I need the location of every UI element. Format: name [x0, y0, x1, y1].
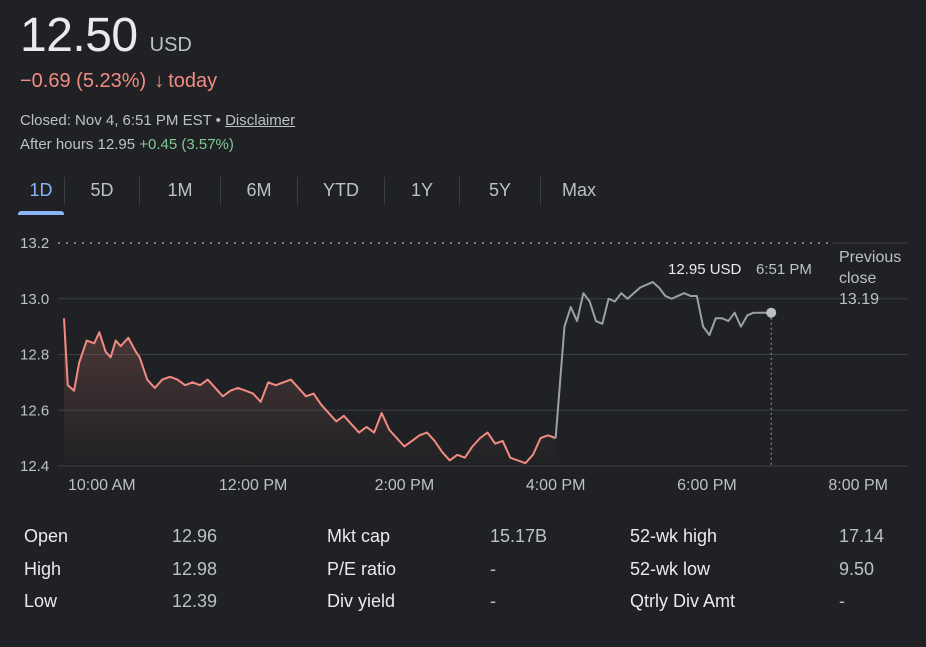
- regular-session-area: [64, 318, 556, 466]
- change-value: −0.69 (5.23%): [20, 70, 147, 92]
- stat-value: -: [839, 591, 845, 611]
- tab-ytd[interactable]: YTD: [323, 180, 359, 200]
- x-tick-label: 10:00 AM: [68, 477, 136, 494]
- current-price: 12.50: [20, 9, 138, 62]
- regular-session-line: [63, 318, 556, 465]
- stat-value: -: [490, 591, 496, 611]
- stat-label: Low: [24, 591, 58, 611]
- time-range-tabs: 1D 5D 1M 6M YTD 1Y 5Y Max: [18, 176, 617, 215]
- stat-label: Open: [24, 526, 69, 546]
- stat-value: 12.98: [172, 559, 218, 579]
- y-tick-label: 12.6: [20, 402, 49, 419]
- x-tick-label: 4:00 PM: [526, 477, 586, 494]
- tab-5d[interactable]: 5D: [90, 180, 114, 200]
- disclaimer-link[interactable]: Disclaimer: [225, 112, 296, 129]
- tab-divider: [64, 176, 65, 205]
- tab-1d[interactable]: 1D: [18, 176, 64, 215]
- arrow-down-icon: ↓: [154, 70, 165, 92]
- stat-value: 12.39: [172, 591, 218, 611]
- stat-label: 52-wk low: [630, 559, 711, 579]
- after-hours-price: After hours 12.95: [20, 136, 136, 153]
- closed-text: Closed: Nov 4, 6:51 PM EST: [20, 112, 212, 129]
- x-tick-label: 8:00 PM: [828, 477, 888, 494]
- stat-label: P/E ratio: [327, 559, 397, 579]
- price-chart[interactable]: 13.2 13.0 12.8 12.6 12.4 10:00 AM 12:00 PM 2:00…: [0, 225, 926, 500]
- previous-close-label: Previous close: [839, 249, 901, 287]
- tab-1m[interactable]: 1M: [167, 180, 193, 200]
- x-tick-label: 12:00 PM: [219, 477, 287, 494]
- tab-divider: [297, 176, 298, 205]
- stat-label: 52-wk high: [630, 526, 718, 546]
- hover-point: [766, 307, 777, 318]
- separator-dot: •: [215, 112, 221, 129]
- after-hours-line: [554, 281, 772, 439]
- stat-value: 15.17B: [490, 526, 548, 546]
- stat-value: 12.96: [172, 526, 218, 546]
- after-hours: After hours 12.95 +0.45 (3.57%): [20, 136, 234, 153]
- tab-divider: [220, 176, 221, 205]
- price-header: 12.50 USD: [20, 8, 192, 63]
- stat-label: High: [24, 559, 62, 579]
- tab-max[interactable]: Max: [561, 180, 596, 200]
- previous-close-value: 13.19: [839, 291, 879, 308]
- y-tick-label: 12.8: [20, 347, 49, 364]
- tab-divider: [459, 176, 460, 205]
- y-tick-label: 13.2: [20, 235, 49, 252]
- tab-divider: [540, 176, 541, 205]
- tab-divider: [384, 176, 385, 205]
- tooltip-time: 6:51 PM: [756, 261, 812, 278]
- currency-label: USD: [149, 34, 192, 56]
- stat-value: 17.14: [839, 526, 885, 546]
- tab-divider: [139, 176, 140, 205]
- tooltip-price: 12.95 USD: [668, 261, 742, 278]
- stat-value: 9.50: [839, 559, 875, 579]
- tab-6m[interactable]: 6M: [246, 180, 272, 200]
- after-hours-change: +0.45 (3.57%): [139, 136, 234, 153]
- tab-5y[interactable]: 5Y: [488, 180, 512, 200]
- change-period: today: [168, 70, 218, 92]
- y-tick-label: 13.0: [20, 291, 49, 308]
- tooltip-box: [656, 254, 826, 284]
- x-tick-label: 2:00 PM: [375, 477, 435, 494]
- stat-label: Qtrly Div Amt: [630, 591, 736, 611]
- y-tick-label: 12.4: [20, 458, 49, 475]
- price-change: −0.69 (5.23%) ↓ today: [20, 70, 217, 93]
- stat-label: Div yield: [327, 591, 396, 611]
- x-tick-label: 6:00 PM: [677, 477, 737, 494]
- stat-label: Mkt cap: [327, 526, 391, 546]
- tab-1y[interactable]: 1Y: [410, 180, 434, 200]
- market-status: Closed: Nov 4, 6:51 PM EST • Disclaimer: [20, 112, 295, 129]
- stat-value: -: [490, 559, 496, 579]
